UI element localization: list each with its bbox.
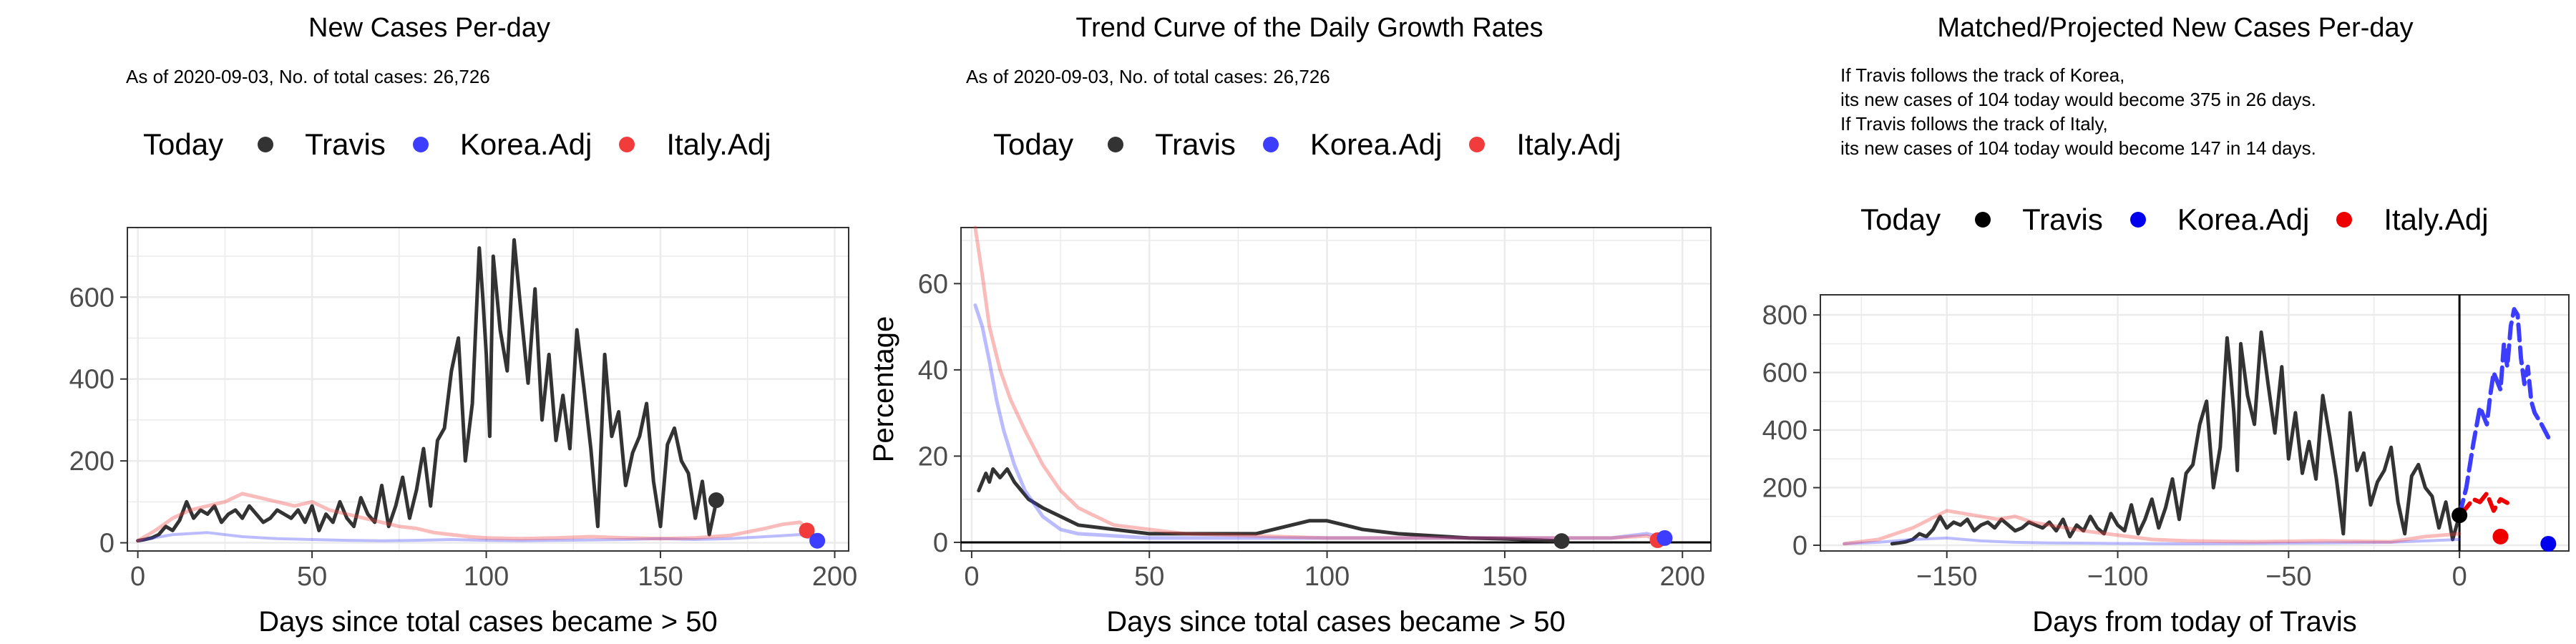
x-tick-label: 50 [1134, 562, 1164, 592]
legend-dot [2129, 212, 2146, 228]
y-tick-label: 200 [69, 447, 114, 477]
x-tick-label: 150 [638, 562, 683, 592]
legend-item-travis: Travis [1975, 203, 2103, 237]
x-tick-label: 100 [1304, 562, 1350, 592]
chart-plot: 0 50 100 150 200 0 200 400 600 Days since total c… [69, 227, 857, 638]
chart-subtitle: As of 2020-09-03, No. of total cases: 26… [966, 66, 1330, 87]
y-tick-label: 0 [99, 529, 114, 559]
series-line-korea-adj-projected [2457, 307, 2551, 518]
legend-dot [412, 137, 429, 152]
series-line-korea-adj [973, 303, 1667, 540]
legend-label: Italy.Adj [666, 127, 771, 161]
today-point-italy-adj [799, 522, 815, 539]
plot-border [1820, 294, 2570, 552]
today-point-korea-adj [1657, 530, 1673, 546]
chart-subtitle: As of 2020-09-03, No. of total cases: 26… [126, 66, 490, 87]
legend-dot [619, 137, 635, 152]
legend-label: Travis [305, 127, 386, 161]
legend-label: Travis [1155, 127, 1236, 161]
today-point-korea-adj [809, 532, 826, 549]
chart-plot: −150 −100 −50 0 0 200 400 600 800 Days from today… [1762, 294, 2570, 638]
plot-border [960, 227, 1712, 552]
legend-dot [1108, 137, 1124, 152]
x-axis-title: Days from today of Travis [2032, 606, 2356, 638]
y-tick-label: 20 [918, 441, 948, 472]
legend-label: Korea.Adj [2177, 203, 2310, 236]
legend-item-travis: Travis [258, 127, 386, 162]
x-tick-label: −150 [1916, 562, 1978, 592]
legend-title: Today [993, 127, 1074, 161]
today-point-travis [2451, 507, 2468, 524]
today-point-travis [708, 492, 724, 509]
chart-subtitle: If Travis follows the track of Korea, it… [1840, 64, 2316, 159]
x-axis-title: Days since total cases became > 50 [258, 606, 717, 638]
chart-plot: 0 50 100 150 200 0 20 40 60 Days since total case… [868, 225, 1712, 638]
chart-legend: Today Travis Korea.Adj Italy.Adj [1860, 203, 2516, 237]
legend-label: Italy.Adj [1516, 127, 1621, 161]
x-tick-label: −50 [2265, 562, 2311, 592]
series-line-korea-adj [1843, 536, 2462, 545]
x-tick-label: 100 [464, 562, 509, 592]
today-point-korea-adj [2540, 535, 2557, 552]
legend-item-korea: Korea.Adj [1262, 127, 1443, 162]
x-tick-label: 200 [812, 562, 857, 592]
series-line-travis [977, 467, 1563, 543]
chart-panel-growth-rates: Trend Curve of the Daily Growth Rates As… [859, 0, 1717, 644]
plot-border [127, 227, 849, 552]
legend-dot [1975, 212, 1991, 228]
y-tick-label: 400 [69, 365, 114, 395]
x-tick-label: −100 [2087, 562, 2149, 592]
series-line-italy-adj [973, 225, 1659, 542]
x-tick-label: 0 [964, 562, 979, 592]
legend-dot [258, 137, 274, 152]
y-tick-label: 60 [918, 269, 948, 299]
series-line-travis [1890, 330, 2462, 546]
x-tick-label: 0 [2452, 562, 2467, 592]
today-point-travis [1553, 533, 1570, 550]
series-line-italy-adj [1842, 509, 2462, 546]
chart-title: Trend Curve of the Daily Growth Rates [1075, 13, 1543, 43]
y-tick-label: 0 [1792, 531, 1807, 561]
today-point-italy-adj [2492, 528, 2509, 545]
y-tick-label: 800 [1762, 301, 1807, 331]
legend-item-italy: Italy.Adj [2336, 203, 2489, 237]
series-line-italy-adj-projected [2457, 491, 2509, 518]
legend-item-italy: Italy.Adj [1469, 127, 1621, 162]
y-tick-label: 600 [1762, 358, 1807, 389]
chart-legend: Today Travis Korea.Adj Italy.Adj [993, 127, 1649, 162]
legend-label: Italy.Adj [2384, 203, 2489, 236]
y-axis-title: Percentage [868, 316, 899, 463]
legend-item-travis: Travis [1108, 127, 1236, 162]
x-tick-label: 50 [297, 562, 327, 592]
x-tick-label: 150 [1482, 562, 1527, 592]
legend-title: Today [143, 127, 224, 161]
x-tick-label: 200 [1660, 562, 1705, 592]
legend-title: Today [1860, 203, 1941, 236]
y-tick-label: 600 [69, 283, 114, 313]
legend-dot [2336, 212, 2353, 228]
series-line-travis [136, 238, 718, 543]
legend-label: Korea.Adj [1309, 127, 1443, 161]
legend-label: Korea.Adj [459, 127, 592, 161]
chart-panel-projected-cases: Matched/Projected New Cases Per-day If T… [1717, 0, 2576, 644]
legend-label: Travis [2022, 203, 2103, 236]
chart-panel-new-cases: New Cases Per-day As of 2020-09-03, No. … [0, 0, 859, 644]
legend-dot [1469, 137, 1485, 152]
chart-title: Matched/Projected New Cases Per-day [1937, 13, 2414, 43]
chart-title: New Cases Per-day [308, 13, 550, 43]
legend-item-korea: Korea.Adj [412, 127, 592, 162]
chart-legend: Today Travis Korea.Adj Italy.Adj [143, 127, 799, 162]
x-tick-label: 0 [130, 562, 145, 592]
x-axis-title: Days since total cases became > 50 [1106, 606, 1565, 638]
legend-item-italy: Italy.Adj [619, 127, 771, 162]
y-tick-label: 400 [1762, 416, 1807, 446]
series-line-korea-adj [136, 531, 819, 542]
y-tick-label: 40 [918, 356, 948, 386]
y-tick-label: 200 [1762, 474, 1807, 504]
series-line-italy-adj [136, 492, 812, 543]
legend-dot [1262, 137, 1279, 152]
legend-item-korea: Korea.Adj [2129, 203, 2310, 237]
y-tick-label: 0 [933, 528, 948, 558]
